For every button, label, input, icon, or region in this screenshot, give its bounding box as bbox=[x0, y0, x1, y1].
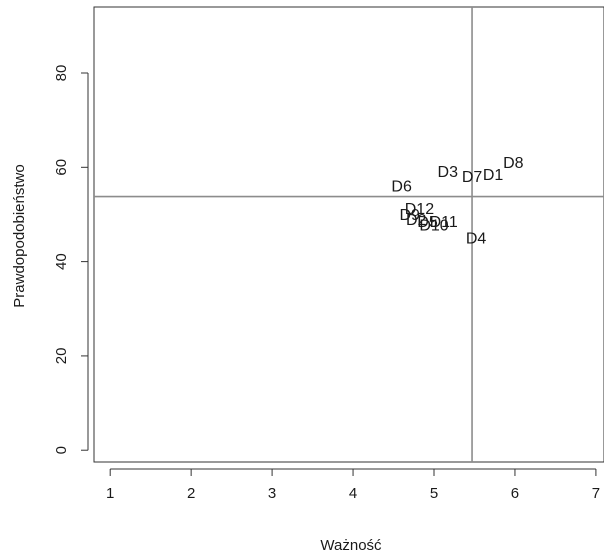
x-axis: 1 2 3 4 5 6 7 bbox=[106, 468, 600, 502]
y-tick-label: 20 bbox=[53, 348, 70, 365]
y-axis: 0 20 40 60 80 bbox=[53, 65, 89, 454]
point-label-d12: D12 bbox=[405, 201, 434, 218]
y-tick-label: 40 bbox=[53, 253, 70, 270]
point-label-d9: D9 bbox=[399, 207, 420, 224]
x-tick-label: 7 bbox=[592, 485, 600, 502]
point-label-d5: D5 bbox=[417, 214, 438, 231]
point-label-d10: D10 bbox=[419, 218, 448, 235]
x-tick-label: 3 bbox=[268, 485, 276, 502]
point-label-d11: D11 bbox=[430, 214, 458, 231]
x-tick-label: 6 bbox=[511, 485, 519, 502]
point-label-d4: D4 bbox=[466, 230, 487, 247]
y-axis-title: Prawdopodobieństwo bbox=[11, 164, 28, 307]
point-label-d1: D1 bbox=[483, 167, 504, 184]
x-tick-label: 4 bbox=[349, 485, 357, 502]
x-tick-label: 2 bbox=[187, 485, 195, 502]
x-tick-label: 1 bbox=[106, 485, 114, 502]
x-tick-label: 5 bbox=[430, 485, 438, 502]
point-label-d6: D6 bbox=[391, 179, 412, 196]
point-label-d8: D8 bbox=[503, 155, 524, 172]
point-label-d3: D3 bbox=[438, 164, 459, 181]
y-tick-label: 80 bbox=[53, 65, 70, 82]
y-tick-label: 0 bbox=[53, 446, 70, 454]
reference-lines bbox=[94, 7, 604, 462]
point-label-d7: D7 bbox=[462, 169, 483, 186]
y-tick-label: 60 bbox=[53, 159, 70, 176]
plot-frame bbox=[93, 6, 604, 463]
x-axis-title: Ważność bbox=[320, 537, 382, 554]
point-label-d2: D2 bbox=[406, 212, 427, 229]
